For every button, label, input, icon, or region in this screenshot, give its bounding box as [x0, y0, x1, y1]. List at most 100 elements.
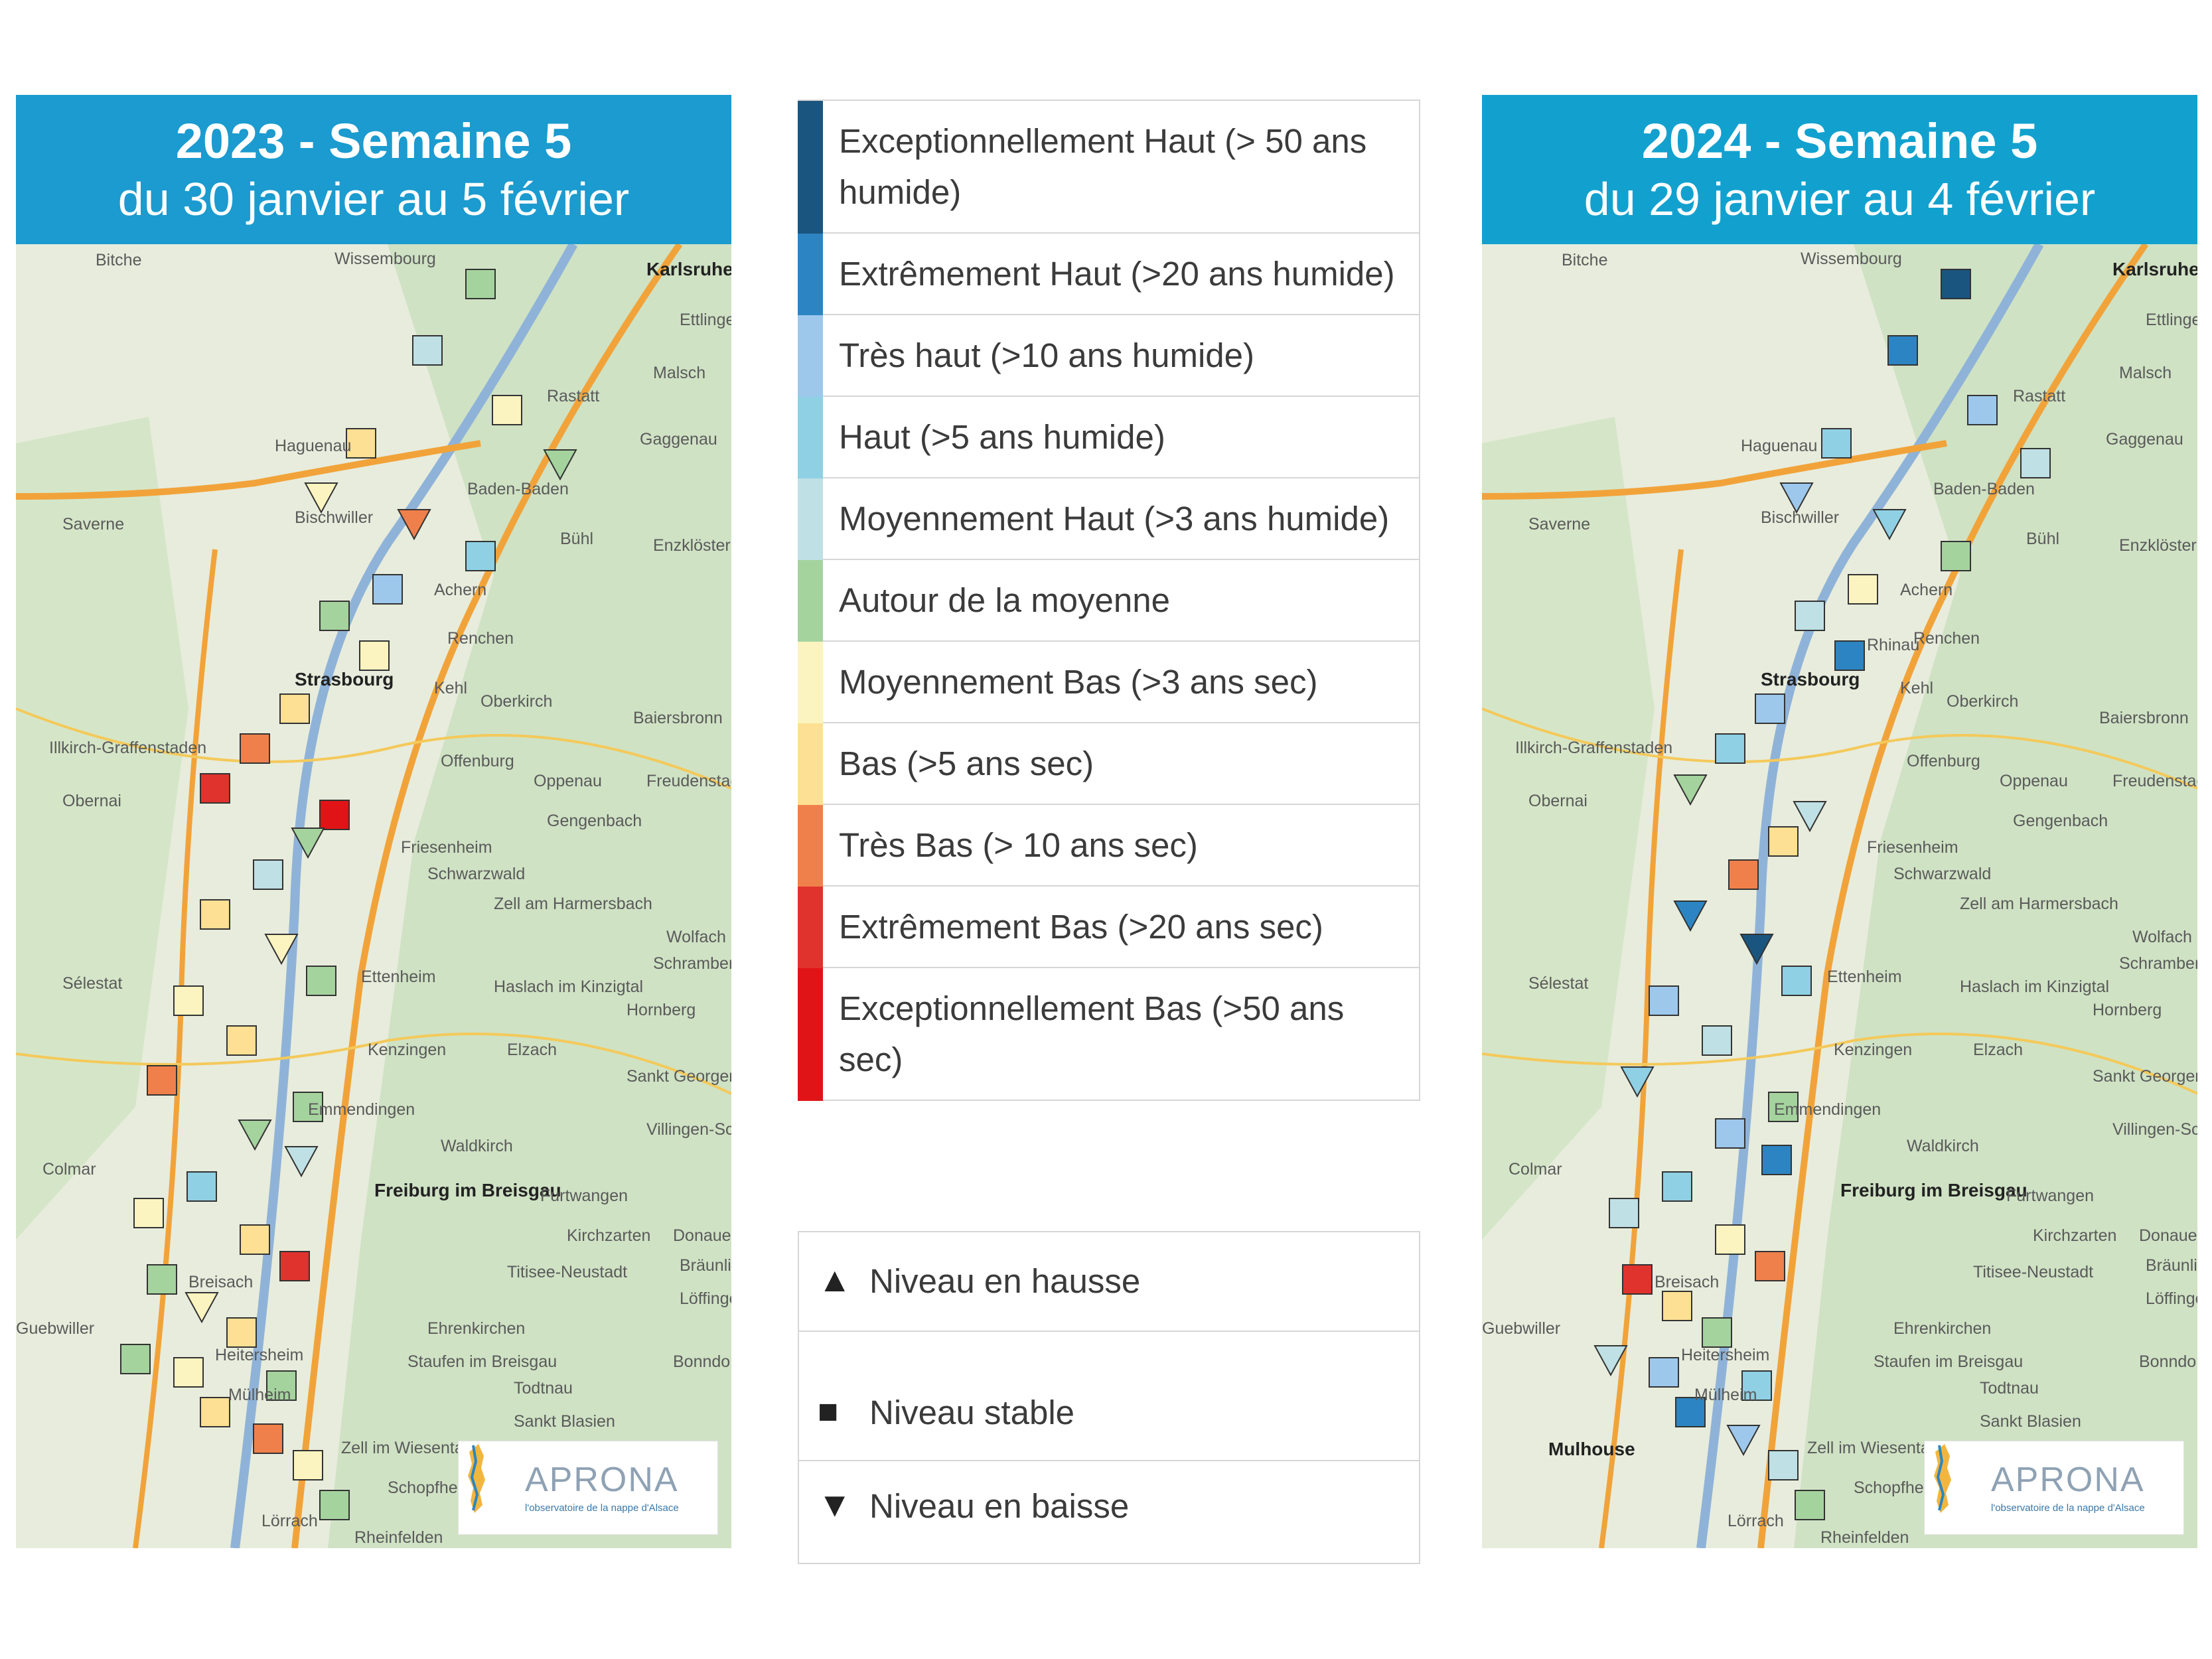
- station-marker-stable[interactable]: [1609, 1198, 1639, 1228]
- station-marker-baisse[interactable]: [1593, 1345, 1628, 1377]
- place-label: Obernai: [1528, 792, 1587, 810]
- station-marker-baisse[interactable]: [543, 449, 577, 481]
- place-label: Bräunlingen: [2146, 1256, 2197, 1275]
- map-area[interactable]: Bitche Wissembourg Karlsruhe Ettlingen Malsc…: [1482, 244, 2197, 1548]
- station-marker-stable[interactable]: [200, 1397, 230, 1427]
- station-marker-stable[interactable]: [1715, 733, 1745, 764]
- station-marker-stable[interactable]: [1755, 693, 1785, 724]
- map-area[interactable]: Bitche Wissembourg Karlsruhe Ettlingen Malsc…: [16, 244, 731, 1548]
- station-marker-stable[interactable]: [1715, 1224, 1745, 1255]
- station-marker-stable[interactable]: [346, 428, 376, 459]
- station-marker-stable[interactable]: [147, 1065, 177, 1096]
- motorway-a5: [291, 244, 683, 1548]
- station-marker-stable[interactable]: [1702, 1317, 1732, 1348]
- station-marker-stable[interactable]: [1941, 269, 1971, 299]
- station-marker-stable[interactable]: [1795, 1490, 1825, 1520]
- station-marker-stable[interactable]: [319, 800, 350, 830]
- legend-label: Haut (>5 ans humide): [839, 418, 1165, 456]
- station-marker-stable[interactable]: [412, 335, 443, 366]
- station-marker-stable[interactable]: [306, 966, 336, 996]
- station-marker-baisse[interactable]: [264, 934, 299, 966]
- station-marker-stable[interactable]: [1662, 1291, 1692, 1321]
- station-marker-stable[interactable]: [1741, 1370, 1772, 1401]
- station-marker-stable[interactable]: [253, 1423, 283, 1454]
- station-marker-stable[interactable]: [226, 1317, 257, 1348]
- aprona-logo: APRONA l'observatoire de la nappe d'Alsa…: [1924, 1441, 2184, 1535]
- station-marker-stable[interactable]: [1821, 428, 1852, 459]
- legend-row-moyennement-haut: Moyennement Haut (>3 ans humide): [798, 478, 1420, 560]
- station-marker-baisse[interactable]: [184, 1292, 219, 1324]
- station-marker-stable[interactable]: [359, 640, 390, 671]
- station-marker-stable[interactable]: [173, 985, 204, 1016]
- station-marker-stable[interactable]: [279, 1251, 310, 1281]
- place-label: Bischwiller: [1761, 508, 1840, 527]
- station-marker-stable[interactable]: [1662, 1171, 1692, 1202]
- station-marker-stable[interactable]: [1715, 1118, 1745, 1149]
- station-marker-stable[interactable]: [1834, 640, 1865, 671]
- station-marker-baisse[interactable]: [397, 509, 431, 541]
- station-marker-stable[interactable]: [1848, 574, 1878, 605]
- station-marker-stable[interactable]: [266, 1370, 297, 1401]
- station-marker-stable[interactable]: [319, 601, 350, 631]
- secondary-road: [16, 707, 731, 790]
- station-marker-stable[interactable]: [1781, 966, 1812, 996]
- place-label: Wolfach: [2132, 928, 2192, 946]
- station-marker-baisse[interactable]: [1620, 1066, 1655, 1098]
- place-label: Rhinau: [1867, 636, 1920, 654]
- station-marker-stable[interactable]: [1755, 1251, 1785, 1281]
- station-marker-stable[interactable]: [200, 899, 230, 930]
- station-marker-stable[interactable]: [465, 541, 496, 571]
- station-marker-stable[interactable]: [1675, 1397, 1706, 1427]
- station-marker-baisse[interactable]: [291, 828, 325, 859]
- station-marker-stable[interactable]: [1967, 395, 1998, 425]
- station-marker-stable[interactable]: [1649, 1357, 1679, 1388]
- station-marker-stable[interactable]: [1728, 859, 1759, 890]
- station-marker-stable[interactable]: [133, 1198, 164, 1228]
- station-marker-baisse[interactable]: [1739, 934, 1774, 966]
- station-marker-stable[interactable]: [1887, 335, 1918, 366]
- station-marker-stable[interactable]: [279, 693, 310, 724]
- station-marker-stable[interactable]: [293, 1450, 323, 1480]
- station-marker-stable[interactable]: [1768, 1450, 1799, 1480]
- place-label: Donaueschingen: [673, 1226, 731, 1245]
- station-marker-baisse[interactable]: [1779, 482, 1814, 514]
- place-label: Zell am Harmersbach: [494, 895, 652, 913]
- station-marker-stable[interactable]: [1622, 1264, 1653, 1295]
- station-marker-baisse[interactable]: [1673, 901, 1708, 932]
- station-marker-stable[interactable]: [120, 1344, 151, 1374]
- station-marker-stable[interactable]: [319, 1490, 350, 1520]
- station-marker-stable[interactable]: [492, 395, 522, 425]
- station-marker-stable[interactable]: [1649, 985, 1679, 1016]
- station-marker-stable[interactable]: [253, 859, 283, 890]
- station-marker-baisse[interactable]: [304, 482, 338, 514]
- place-label: Renchen: [1913, 629, 1980, 648]
- station-marker-stable[interactable]: [1768, 826, 1799, 857]
- station-marker-stable[interactable]: [1941, 541, 1971, 571]
- station-marker-stable[interactable]: [1702, 1025, 1732, 1056]
- station-marker-stable[interactable]: [2020, 448, 2051, 478]
- station-marker-baisse[interactable]: [284, 1146, 319, 1178]
- station-marker-stable[interactable]: [1768, 1092, 1799, 1122]
- vosges-area: [1482, 417, 1655, 1240]
- station-marker-stable[interactable]: [465, 269, 496, 299]
- station-marker-stable[interactable]: [1761, 1145, 1792, 1175]
- place-label: Baden-Baden: [467, 480, 569, 498]
- station-marker-stable[interactable]: [186, 1171, 217, 1202]
- station-marker-stable[interactable]: [226, 1025, 257, 1056]
- station-marker-stable[interactable]: [147, 1264, 177, 1295]
- station-marker-baisse[interactable]: [1793, 801, 1827, 833]
- motorway-a35: [1599, 549, 1684, 1548]
- station-marker-baisse[interactable]: [1673, 774, 1708, 806]
- station-marker-stable[interactable]: [1795, 601, 1825, 631]
- station-marker-baisse[interactable]: [1726, 1425, 1761, 1457]
- station-layer: [120, 269, 577, 1520]
- station-marker-stable[interactable]: [173, 1357, 204, 1388]
- station-marker-baisse[interactable]: [1872, 509, 1907, 541]
- station-marker-stable[interactable]: [372, 574, 403, 605]
- station-marker-stable[interactable]: [293, 1092, 323, 1122]
- station-marker-stable[interactable]: [200, 773, 230, 804]
- motorway-a4: [1482, 440, 1947, 500]
- station-marker-baisse[interactable]: [238, 1119, 272, 1151]
- station-marker-stable[interactable]: [240, 1224, 270, 1255]
- station-marker-stable[interactable]: [240, 733, 270, 764]
